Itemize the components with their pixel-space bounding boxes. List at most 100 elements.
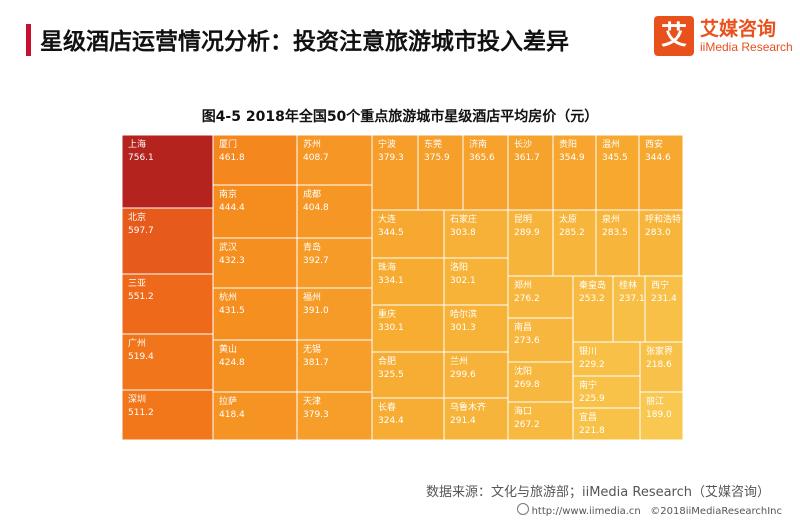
treemap-value-label: 301.3	[450, 323, 476, 333]
treemap-cell-黄山: 黄山 424.8	[212, 339, 298, 393]
treemap-rect	[595, 134, 640, 211]
treemap-value-label: 303.8	[450, 228, 476, 238]
treemap-value-label: 267.2	[514, 420, 540, 430]
treemap-cell-西安: 西安 344.6	[638, 134, 684, 211]
treemap-cell-珠海: 珠海 334.1	[371, 257, 445, 306]
treemap-cell-广州: 广州 519.4	[121, 333, 214, 391]
treemap-rect	[639, 391, 684, 441]
treemap-value-label: 418.4	[219, 410, 245, 420]
treemap-value-label: 381.7	[303, 358, 329, 368]
treemap-cell-银川: 银川 229.2	[572, 341, 641, 377]
treemap-city-label: 宜昌	[579, 411, 597, 423]
treemap-cell-南昌: 南昌 273.6	[507, 317, 574, 363]
treemap-value-label: 432.3	[219, 256, 245, 266]
treemap-value-label: 225.9	[579, 394, 605, 404]
treemap-cell-长沙: 长沙 361.7	[507, 134, 554, 211]
treemap-cell-厦门: 厦门 461.8	[212, 134, 298, 186]
treemap-rect	[212, 237, 298, 289]
treemap-city-label: 张家界	[646, 345, 673, 357]
treemap-value-label: 551.2	[128, 292, 154, 302]
treemap-value-label: 334.1	[378, 276, 404, 286]
treemap-cell-宜昌: 宜昌 221.8	[572, 407, 641, 441]
treemap-rect	[572, 407, 641, 441]
globe-icon	[516, 503, 529, 515]
treemap-cell-杭州: 杭州 431.5	[212, 287, 298, 341]
treemap-rect	[638, 134, 684, 211]
treemap-rect	[121, 273, 214, 335]
treemap-cell-宁波: 宁波 379.3	[371, 134, 419, 211]
treemap-cell-拉萨: 拉萨 418.4	[212, 391, 298, 441]
logo-name-cn: 艾媒咨询	[700, 18, 777, 40]
treemap-value-label: 253.2	[579, 294, 605, 304]
treemap-city-label: 沈阳	[514, 365, 532, 377]
treemap-cell-南宁: 南宁 225.9	[572, 375, 641, 409]
treemap-rect	[296, 184, 373, 239]
treemap-value-label: 189.0	[646, 410, 672, 420]
treemap-rect	[296, 237, 373, 289]
treemap-rect	[121, 333, 214, 391]
treemap-cell-石家庄: 石家庄 303.8	[443, 209, 509, 259]
treemap-cell-成都: 成都 404.8	[296, 184, 373, 239]
treemap-rect	[462, 134, 509, 211]
treemap-rect	[296, 134, 373, 186]
treemap-city-label: 南京	[219, 188, 237, 200]
treemap-rect	[507, 361, 574, 403]
treemap-city-label: 武汉	[219, 241, 237, 253]
treemap-value-label: 431.5	[219, 306, 245, 316]
copyright: ©2018iiMediaResearchInc	[650, 506, 782, 517]
treemap-city-label: 洛阳	[450, 261, 468, 273]
treemap-value-label: 461.8	[219, 153, 245, 163]
treemap-cell-乌鲁木齐: 乌鲁木齐 291.4	[443, 397, 509, 441]
treemap-value-label: 365.6	[469, 153, 495, 163]
treemap-city-label: 南宁	[579, 379, 597, 391]
treemap-value-label: 361.7	[514, 153, 540, 163]
logo-mark-icon: 艾	[654, 16, 694, 56]
treemap-rect	[371, 397, 445, 441]
website-link[interactable]: http://www.iimedia.cn	[531, 506, 641, 517]
treemap-cell-呼和浩特: 呼和浩特 283.0	[638, 209, 684, 277]
treemap-city-label: 兰州	[450, 355, 468, 367]
treemap-city-label: 海口	[514, 405, 532, 417]
treemap-value-label: 291.4	[450, 416, 476, 426]
treemap-city-label: 东莞	[424, 138, 442, 150]
treemap-value-label: 330.1	[378, 323, 404, 333]
treemap-city-label: 长春	[378, 401, 396, 413]
treemap-city-label: 合肥	[378, 355, 396, 367]
treemap-value-label: 285.2	[559, 228, 585, 238]
treemap-value-label: 404.8	[303, 203, 329, 213]
treemap-city-label: 温州	[602, 139, 620, 150]
treemap-value-label: 269.8	[514, 380, 540, 390]
treemap-rect	[443, 397, 509, 441]
treemap-value-label: 289.9	[514, 228, 540, 238]
treemap-value-label: 302.1	[450, 276, 476, 286]
treemap-rect	[212, 339, 298, 393]
treemap-rect	[572, 375, 641, 409]
treemap-rect	[507, 275, 574, 319]
treemap-value-label: 324.4	[378, 416, 404, 426]
treemap-rect	[595, 209, 640, 277]
treemap-city-label: 济南	[469, 138, 487, 150]
treemap-city-label: 苏州	[303, 138, 321, 150]
treemap-city-label: 哈尔滨	[450, 308, 477, 320]
treemap-cell-青岛: 青岛 392.7	[296, 237, 373, 289]
treemap-rect	[296, 391, 373, 441]
chart-title: 图4-5 2018年全国50个重点旅游城市星级酒店平均房价（元）	[201, 109, 599, 125]
treemap-value-label: 276.2	[514, 294, 540, 304]
treemap-rect	[121, 389, 214, 441]
treemap-city-label: 太原	[559, 213, 577, 225]
treemap-value-label: 519.4	[128, 352, 154, 362]
treemap-rect	[371, 304, 445, 353]
treemap-value-label: 379.3	[303, 410, 329, 420]
treemap-city-label: 石家庄	[450, 213, 477, 225]
title-accent-bar	[26, 24, 31, 56]
treemap-city-label: 北京	[128, 211, 146, 223]
treemap-rect	[443, 304, 509, 353]
treemap-city-label: 长沙	[514, 138, 532, 150]
treemap-cell-合肥: 合肥 325.5	[371, 351, 445, 399]
treemap-city-label: 无锡	[303, 344, 321, 355]
treemap-value-label: 511.2	[128, 408, 154, 418]
treemap-city-label: 成都	[303, 188, 321, 200]
treemap-cell-深圳: 深圳 511.2	[121, 389, 214, 441]
treemap-rect	[212, 134, 298, 186]
